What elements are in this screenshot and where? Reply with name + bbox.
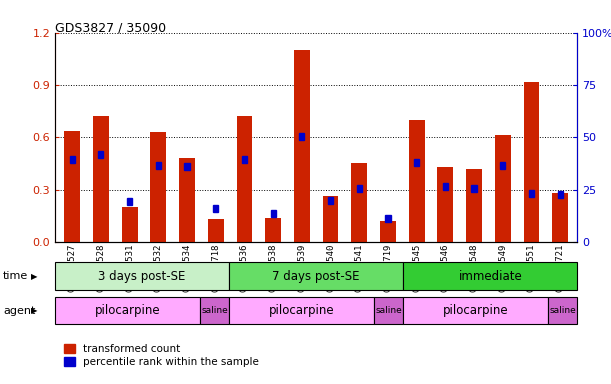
Bar xyxy=(265,217,281,242)
Bar xyxy=(150,132,166,242)
Bar xyxy=(357,185,362,192)
Bar xyxy=(70,156,75,164)
Bar xyxy=(328,197,333,204)
Text: ▶: ▶ xyxy=(31,272,38,281)
Bar xyxy=(127,198,132,205)
Bar xyxy=(374,297,403,324)
Bar xyxy=(93,116,109,242)
Text: GDS3827 / 35090: GDS3827 / 35090 xyxy=(55,21,166,34)
Text: agent: agent xyxy=(3,306,35,316)
Bar xyxy=(323,196,338,242)
Bar xyxy=(229,262,403,290)
Bar xyxy=(213,205,218,212)
Bar xyxy=(380,221,396,242)
Bar xyxy=(351,164,367,242)
Bar xyxy=(409,120,425,242)
Bar xyxy=(55,297,200,324)
Bar xyxy=(271,210,276,217)
Bar xyxy=(549,297,577,324)
Text: ▶: ▶ xyxy=(31,306,38,315)
Bar xyxy=(122,207,137,242)
Bar xyxy=(403,262,577,290)
Text: pilocarpine: pilocarpine xyxy=(269,304,334,317)
Bar xyxy=(156,162,161,169)
Bar xyxy=(185,164,189,170)
Bar xyxy=(236,116,252,242)
Bar xyxy=(242,156,247,164)
Bar xyxy=(294,50,310,242)
Text: pilocarpine: pilocarpine xyxy=(443,304,508,317)
Bar xyxy=(55,262,229,290)
Bar xyxy=(495,135,511,242)
Bar xyxy=(208,219,224,242)
Bar xyxy=(299,133,304,140)
Bar xyxy=(466,169,482,242)
Legend: transformed count, percentile rank within the sample: transformed count, percentile rank withi… xyxy=(60,340,263,371)
Bar xyxy=(443,184,448,190)
Bar xyxy=(403,297,549,324)
Text: 7 days post-SE: 7 days post-SE xyxy=(273,270,360,283)
Text: saline: saline xyxy=(549,306,576,315)
Bar xyxy=(529,190,534,197)
Text: 3 days post-SE: 3 days post-SE xyxy=(98,270,186,283)
Bar xyxy=(500,162,505,169)
Bar xyxy=(437,167,453,242)
Bar xyxy=(98,151,103,158)
Text: immediate: immediate xyxy=(458,270,522,283)
Bar xyxy=(386,215,390,222)
Text: saline: saline xyxy=(375,306,402,315)
Text: time: time xyxy=(3,271,28,281)
Bar xyxy=(524,82,540,242)
Bar xyxy=(558,191,563,198)
Text: pilocarpine: pilocarpine xyxy=(95,304,160,317)
Bar xyxy=(552,193,568,242)
Bar xyxy=(179,158,195,242)
Bar xyxy=(64,131,80,242)
Bar xyxy=(472,185,477,192)
Bar xyxy=(229,297,374,324)
Bar xyxy=(200,297,229,324)
Bar xyxy=(414,159,419,166)
Text: saline: saline xyxy=(201,306,228,315)
